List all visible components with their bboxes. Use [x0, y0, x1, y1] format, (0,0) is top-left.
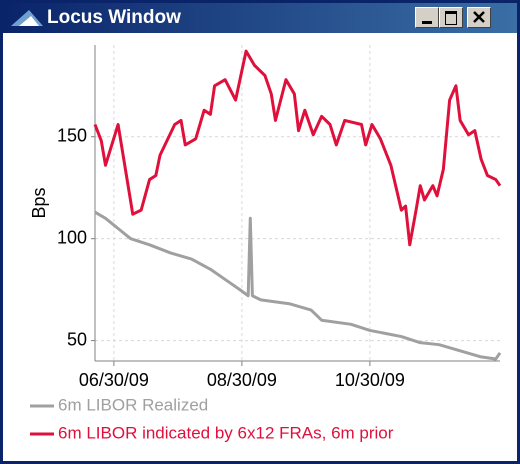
close-button[interactable] [467, 7, 491, 28]
y-tick-label: 50 [67, 329, 87, 349]
x-tick-label: 06/30/09 [79, 370, 149, 390]
legend-label: 6m LIBOR Realized [58, 395, 208, 414]
x-tick-label: 10/30/09 [335, 370, 405, 390]
title-bar: Locus Window [3, 3, 517, 33]
y-tick-label: 100 [57, 227, 87, 247]
y-axis-label: Bps [29, 187, 49, 218]
x-tick-label: 08/30/09 [207, 370, 277, 390]
series-line [93, 49, 502, 247]
legend-label: 6m LIBOR indicated by 6x12 FRAs, 6m prio… [58, 423, 394, 442]
series-line [94, 210, 502, 361]
app-icon [11, 10, 43, 26]
plot-area [95, 45, 500, 361]
window-title: Locus Window [47, 7, 181, 28]
minimize-button[interactable] [415, 7, 439, 28]
y-tick-label: 150 [57, 125, 87, 145]
maximize-button[interactable] [439, 7, 463, 28]
